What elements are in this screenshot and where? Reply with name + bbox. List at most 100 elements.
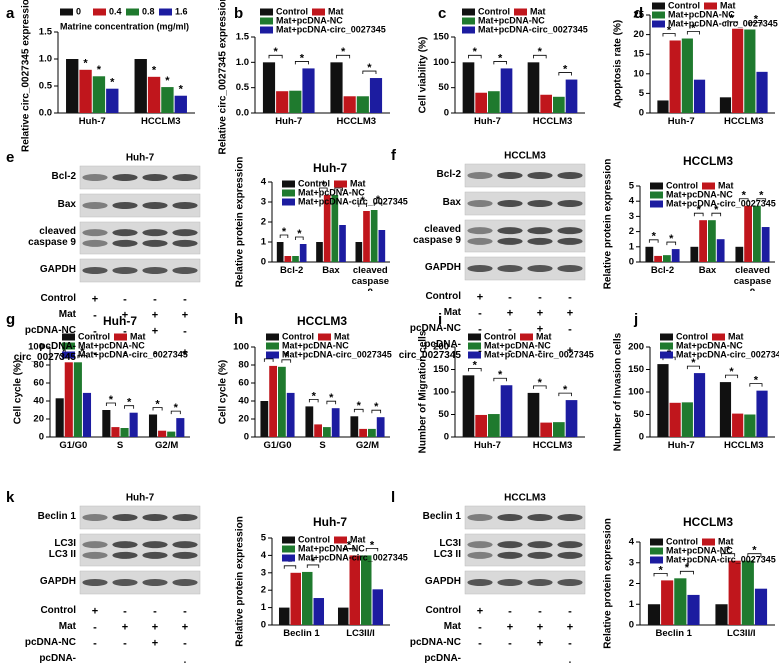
blot-band <box>82 514 108 521</box>
x-tick-label-box: S <box>116 440 124 451</box>
blot-title: HCCLM3 <box>504 151 546 162</box>
legend-label: Mat+pcDNA-NC <box>298 187 365 197</box>
legend-swatch <box>62 342 75 350</box>
blot-band-label-box: GAPDH <box>40 576 76 587</box>
blot-band <box>497 200 523 207</box>
legend-swatch <box>468 342 481 350</box>
bar <box>148 414 158 437</box>
y-tick-label: 4 <box>261 550 267 561</box>
blot-band-label: GAPDH <box>424 262 461 273</box>
legend-label: Mat <box>334 331 350 341</box>
bar <box>716 239 725 262</box>
panel-letter: c <box>438 5 446 22</box>
y-axis-label: Number of Invasion cells <box>613 332 624 451</box>
significance: * <box>273 46 278 58</box>
blot-band-label-box: cleaved caspase 9 <box>28 226 76 248</box>
legend-swatch <box>652 11 665 19</box>
blot-band-label-box: LC3I LC3 II <box>433 538 461 560</box>
blot-band-label-box: Bax <box>57 199 76 210</box>
condition-sign: - <box>123 293 127 305</box>
bar <box>276 91 289 113</box>
significance: * <box>669 233 674 245</box>
y-tick-label: 40 <box>33 396 44 407</box>
significance-bracket <box>306 564 320 568</box>
bar <box>350 416 359 437</box>
blot-band <box>557 172 583 179</box>
significance: * <box>752 545 757 557</box>
bar <box>719 97 732 113</box>
condition-label: pcDNA-NC <box>409 637 461 648</box>
bar <box>732 28 744 113</box>
bar <box>462 62 475 113</box>
x-tick-label: Beclin 1 <box>283 628 320 639</box>
significance-bracket <box>170 410 181 415</box>
legend-label: Mat+pcDNA-circ_0027345 <box>282 349 392 359</box>
x-tick-label-box: Beclin 1 <box>283 628 320 639</box>
significance: * <box>297 228 302 240</box>
significance-bracket <box>711 212 722 217</box>
significance: * <box>357 400 362 412</box>
significance: * <box>110 77 115 89</box>
bar <box>744 205 752 262</box>
x-tick-label: Bax <box>698 265 717 276</box>
significance-bracket <box>749 383 763 387</box>
significance: * <box>341 46 346 58</box>
y-axis-label: Cell viability (%) <box>418 37 429 114</box>
legend-swatch <box>282 554 295 562</box>
significance-bracket <box>558 392 572 397</box>
bar <box>565 400 578 437</box>
condition-sign: - <box>123 659 127 663</box>
y-tick-label: 60 <box>238 378 249 389</box>
bar <box>735 246 744 262</box>
condition-sign: + <box>477 605 483 617</box>
legend-label: Control <box>298 534 330 544</box>
blot-band-bg <box>464 533 586 567</box>
blot-band-label-box: LC3I LC3 II <box>49 538 76 560</box>
significance-bracket <box>662 33 676 37</box>
condition-label: pcDNA- circ_0027345 <box>424 653 461 663</box>
condition-label: Control <box>425 291 461 302</box>
y-tick-label: 80 <box>33 360 44 371</box>
legend-swatch <box>114 333 127 341</box>
y-tick-label: 2 <box>261 585 266 596</box>
significance: * <box>179 84 184 96</box>
x-tick-label-box: HCCLM3 <box>141 116 181 127</box>
legend-label: Mat+pcDNA-circ_0027345 <box>478 24 588 34</box>
bar <box>741 560 754 625</box>
condition-sign: - <box>508 605 512 617</box>
blot-band <box>527 265 553 272</box>
y-tick-label: 25 <box>633 10 644 21</box>
legend-label: Mat+pcDNA-circ_0027345 <box>666 554 776 564</box>
bar <box>669 402 681 437</box>
bar <box>756 390 768 437</box>
condition-label-box: Control <box>40 605 76 616</box>
condition-label-box: Mat <box>59 621 76 632</box>
blot-band-label: LC3I LC3 II <box>433 538 461 560</box>
bar <box>687 594 700 625</box>
condition-sign: + <box>537 621 543 633</box>
legend-label: Mat <box>328 6 344 16</box>
condition-label-box: Mat <box>444 307 461 318</box>
condition-sign: + <box>537 307 543 319</box>
blot-band <box>142 239 168 247</box>
legend-swatch <box>462 8 475 16</box>
y-tick-label: 5 <box>629 181 635 192</box>
y-tick-label: 4 <box>261 177 267 188</box>
blot-band <box>142 202 168 209</box>
blot-band-bg <box>79 570 201 595</box>
significance: * <box>370 539 375 551</box>
blot-band-label: Bax <box>57 199 76 210</box>
x-tick-label-box: LC3II/I <box>727 628 756 639</box>
condition-sign: - <box>153 347 157 359</box>
significance: * <box>347 539 352 551</box>
blot-band-bg <box>79 221 201 255</box>
x-tick-label: S <box>116 440 124 451</box>
legend-label: Mat+pcDNA-NC <box>78 340 145 350</box>
x-tick-label-box: Huh-7 <box>668 440 695 451</box>
bar <box>376 417 385 437</box>
condition-sign: + <box>122 621 128 633</box>
condition-sign: - <box>508 345 512 357</box>
legend-swatch <box>702 538 715 546</box>
legend-swatch <box>702 182 715 190</box>
chart-title: Huh-7 <box>313 161 347 175</box>
